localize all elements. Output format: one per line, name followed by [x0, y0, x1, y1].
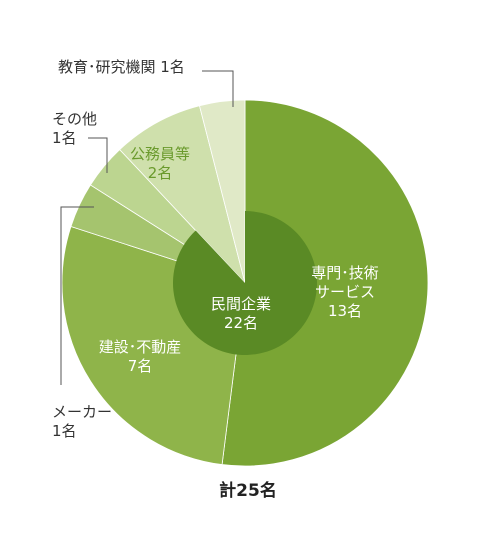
label-professional-technical-services: 専門･技術サービス 13名: [311, 264, 379, 320]
inner-sector-private-companies: [172, 211, 317, 356]
label-private-companies: 民間企業 22名: [211, 295, 271, 332]
leader-line-manufacturers: [60, 206, 94, 385]
pie-slices: [61, 99, 429, 467]
label-others: その他 1名: [52, 110, 97, 147]
chart-total-label: 計25名: [219, 480, 277, 501]
leader-line-education-research: [202, 70, 234, 107]
label-civil-servants: 公務員等 2名: [130, 145, 190, 182]
label-manufacturers: メーカー 1名: [52, 403, 112, 440]
slice-civil-servants: [119, 105, 246, 284]
leader-line-others: [88, 137, 108, 173]
label-construction-real-estate: 建設･不動産 7名: [99, 338, 182, 375]
slice-professional-technical-services: [221, 99, 429, 467]
label-education-research: 教育･研究機関 1名: [58, 58, 185, 76]
leader-lines: [60, 70, 234, 385]
slice-education-research: [199, 99, 246, 284]
